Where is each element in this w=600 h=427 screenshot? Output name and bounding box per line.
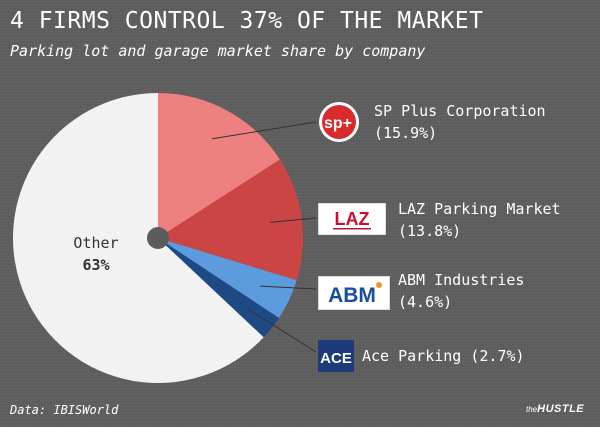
sp-plus-logo-text: sp+ xyxy=(324,115,352,132)
label-other-value: 63% xyxy=(82,256,109,274)
leader-line-ace xyxy=(246,307,317,353)
label-abm-name: ABM Industries xyxy=(398,271,525,289)
brand-prefix: the xyxy=(526,405,538,414)
chart-title: 4 FIRMS CONTROL 37% OF THE MARKET xyxy=(10,8,484,34)
label-abm-value: (4.6%) xyxy=(398,293,453,311)
leader-line-sp-plus xyxy=(212,121,317,140)
label-sp-plus-name: SP Plus Corporation xyxy=(374,102,546,120)
leader-line-abm xyxy=(260,285,317,290)
label-sp-plus-value: (15.9%) xyxy=(374,124,438,142)
pie-center-hole xyxy=(147,227,169,249)
slice-sp-plus xyxy=(158,93,280,238)
leader-line-laz xyxy=(269,217,317,223)
slice-other xyxy=(12,93,264,383)
label-laz-name: LAZ Parking Market xyxy=(398,200,561,218)
abm-logo: ABM xyxy=(318,276,390,310)
brand-logo: theHUSTLE xyxy=(526,403,584,415)
ace-logo: ACE xyxy=(318,340,354,372)
data-source: Data: IBISWorld xyxy=(10,403,119,417)
label-ace-value: (2.7%) xyxy=(470,347,525,365)
laz-logo-text: LAZ xyxy=(335,209,370,229)
sp-plus-logo: sp+ xyxy=(319,102,359,142)
slice-ace xyxy=(158,238,279,338)
ace-logo-text: ACE xyxy=(320,350,352,367)
brand-name: HUSTLE xyxy=(537,403,585,415)
abm-logo-text: ABM xyxy=(328,284,376,307)
label-sp-plus: SP Plus Corporation (15.9%) xyxy=(374,100,546,144)
label-laz-value: (13.8%) xyxy=(398,222,462,240)
label-ace-name: Ace Parking xyxy=(362,347,462,365)
label-other-name: Other xyxy=(73,234,118,252)
laz-logo: LAZ xyxy=(318,203,386,235)
label-laz: LAZ Parking Market (13.8%) xyxy=(398,198,561,242)
slice-abm xyxy=(158,238,297,318)
label-abm: ABM Industries (4.6%) xyxy=(398,269,524,313)
label-ace: Ace Parking (2.7%) xyxy=(362,345,525,367)
chart-subtitle: Parking lot and garage market share by c… xyxy=(10,42,426,60)
slice-laz xyxy=(158,159,303,281)
